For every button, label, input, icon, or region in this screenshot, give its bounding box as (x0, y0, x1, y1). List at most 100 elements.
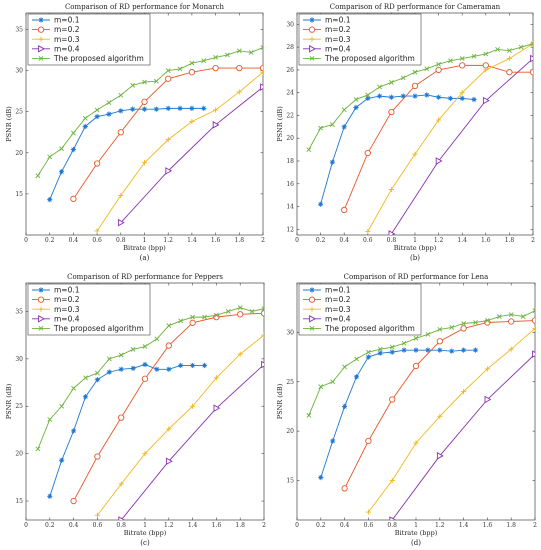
data-point (471, 96, 477, 103)
series-1 (318, 347, 479, 481)
data-point (388, 186, 394, 193)
x-tick-label: 1.8 (235, 522, 245, 529)
data-point (424, 92, 430, 98)
data-point (341, 485, 348, 492)
x-tick-label: 1.8 (506, 522, 516, 529)
legend-label: The proposed algorithm (53, 324, 144, 333)
series-3 (94, 332, 264, 518)
data-point (365, 92, 371, 98)
legend-label: m=0.3 (54, 305, 80, 314)
legend-item: m=0.4 (32, 314, 80, 323)
data-point (201, 58, 207, 64)
data-point (47, 197, 53, 203)
data-point (449, 348, 455, 354)
data-point (201, 362, 208, 369)
data-point (354, 356, 359, 362)
data-point (461, 389, 467, 395)
series-1 (47, 361, 208, 499)
x-tick-label: 2 (262, 522, 266, 529)
x-tick-label: 0.6 (93, 522, 103, 529)
data-point (436, 338, 443, 345)
y-tick-label: 30 (15, 356, 23, 363)
data-point (177, 66, 183, 72)
legend-item: m=0.1 (32, 286, 80, 295)
data-point (461, 321, 466, 326)
data-point (166, 366, 172, 372)
legend-item: m=0.2 (303, 25, 351, 34)
data-point (330, 438, 336, 444)
x-tick-label: 0.4 (339, 237, 349, 244)
legend-marker (38, 326, 44, 331)
data-point (94, 512, 100, 518)
legend-item: m=0.2 (32, 25, 80, 34)
data-point (248, 50, 254, 55)
legend-label: m=0.1 (54, 286, 80, 295)
data-point (435, 157, 443, 165)
data-point (213, 55, 218, 60)
data-point (473, 320, 478, 325)
series-3 (94, 69, 263, 234)
data-point (401, 347, 407, 353)
data-point (118, 481, 124, 487)
data-point (412, 93, 418, 99)
x-axis-label: Bitrate (bpp) (124, 529, 167, 537)
x-tick-label: 0.6 (364, 522, 374, 529)
y-axis-label: PSNR (dB) (5, 383, 13, 419)
series-line (368, 328, 535, 513)
data-point (189, 319, 196, 326)
data-point (118, 516, 126, 520)
legend-marker (309, 287, 315, 293)
data-point (47, 154, 53, 160)
data-point (106, 111, 112, 117)
x-tick-label: 0 (295, 522, 299, 529)
data-point (166, 323, 172, 329)
data-point (401, 340, 407, 346)
data-point (117, 129, 124, 136)
x-tick-label: 0.4 (340, 522, 350, 529)
data-point (153, 106, 159, 112)
data-point (532, 325, 535, 332)
legend-item: m=0.3 (32, 35, 80, 44)
chart-4: Comparison of RD performance for Lena 0 0.… (276, 273, 537, 547)
legend-marker (38, 306, 44, 312)
legend-marker (309, 36, 315, 42)
data-point (341, 124, 347, 130)
chart-2: Comparison of RD performance for Cameram… (276, 3, 535, 262)
data-point (236, 48, 242, 54)
data-point (94, 107, 100, 113)
series-5 (306, 308, 535, 418)
data-point (261, 332, 264, 338)
data-point (532, 308, 535, 314)
legend-label: The proposed algorithm (324, 54, 415, 63)
y-tick-label: 15 (15, 191, 23, 198)
legend-marker (309, 306, 315, 312)
data-point (70, 497, 77, 505)
data-point (189, 105, 195, 111)
data-point (365, 354, 371, 360)
data-point (377, 93, 383, 99)
data-point (142, 79, 147, 85)
series-3 (365, 41, 533, 235)
y-tick-label: 25 (15, 109, 23, 116)
data-point (329, 159, 335, 165)
data-point (484, 395, 492, 404)
data-point (59, 457, 65, 463)
data-point (35, 173, 41, 179)
data-point (106, 356, 112, 362)
x-tick-label: 0.2 (316, 237, 326, 244)
data-point (353, 104, 359, 111)
data-point (330, 379, 336, 385)
data-point (506, 55, 512, 62)
data-point (389, 516, 397, 520)
data-point (482, 62, 489, 69)
data-point (236, 89, 242, 95)
data-point (388, 108, 395, 116)
legend-label: m=0.4 (325, 314, 351, 323)
x-tick-label: 0.8 (116, 522, 126, 529)
data-point (154, 336, 160, 342)
data-point (82, 394, 89, 400)
legend-marker (38, 36, 44, 42)
series-4 (118, 360, 264, 520)
